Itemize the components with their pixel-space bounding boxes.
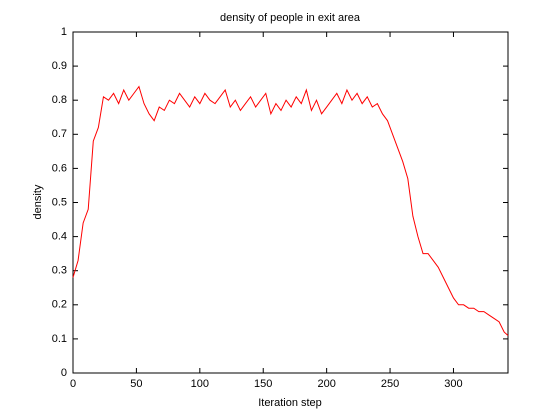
x-axis-label: Iteration step xyxy=(258,397,322,409)
y-tick-label: 0.4 xyxy=(52,231,67,243)
y-tick-label: 1 xyxy=(61,26,67,38)
y-tick-label: 0.9 xyxy=(52,60,67,72)
x-tick-label: 0 xyxy=(70,378,76,390)
x-tick-label: 150 xyxy=(254,378,272,390)
y-tick-label: 0.7 xyxy=(52,128,67,140)
y-tick-label: 0.1 xyxy=(52,333,67,345)
x-tick-label: 50 xyxy=(130,378,142,390)
y-axis-label: density xyxy=(32,184,44,219)
y-tick-label: 0.6 xyxy=(52,162,67,174)
x-tick-label: 200 xyxy=(317,378,335,390)
y-tick-label: 0.8 xyxy=(52,94,67,106)
y-tick-label: 0.5 xyxy=(52,196,67,208)
y-tick-label: 0.3 xyxy=(52,265,67,277)
x-tick-label: 300 xyxy=(444,378,462,390)
data-line xyxy=(72,85,509,336)
y-tick-label: 0.2 xyxy=(52,299,67,311)
plot-frame xyxy=(72,31,509,374)
x-tick-label: 250 xyxy=(381,378,399,390)
y-tick-label: 0 xyxy=(61,367,67,379)
chart-title: density of people in exit area xyxy=(220,12,361,24)
x-tick-label: 100 xyxy=(191,378,209,390)
